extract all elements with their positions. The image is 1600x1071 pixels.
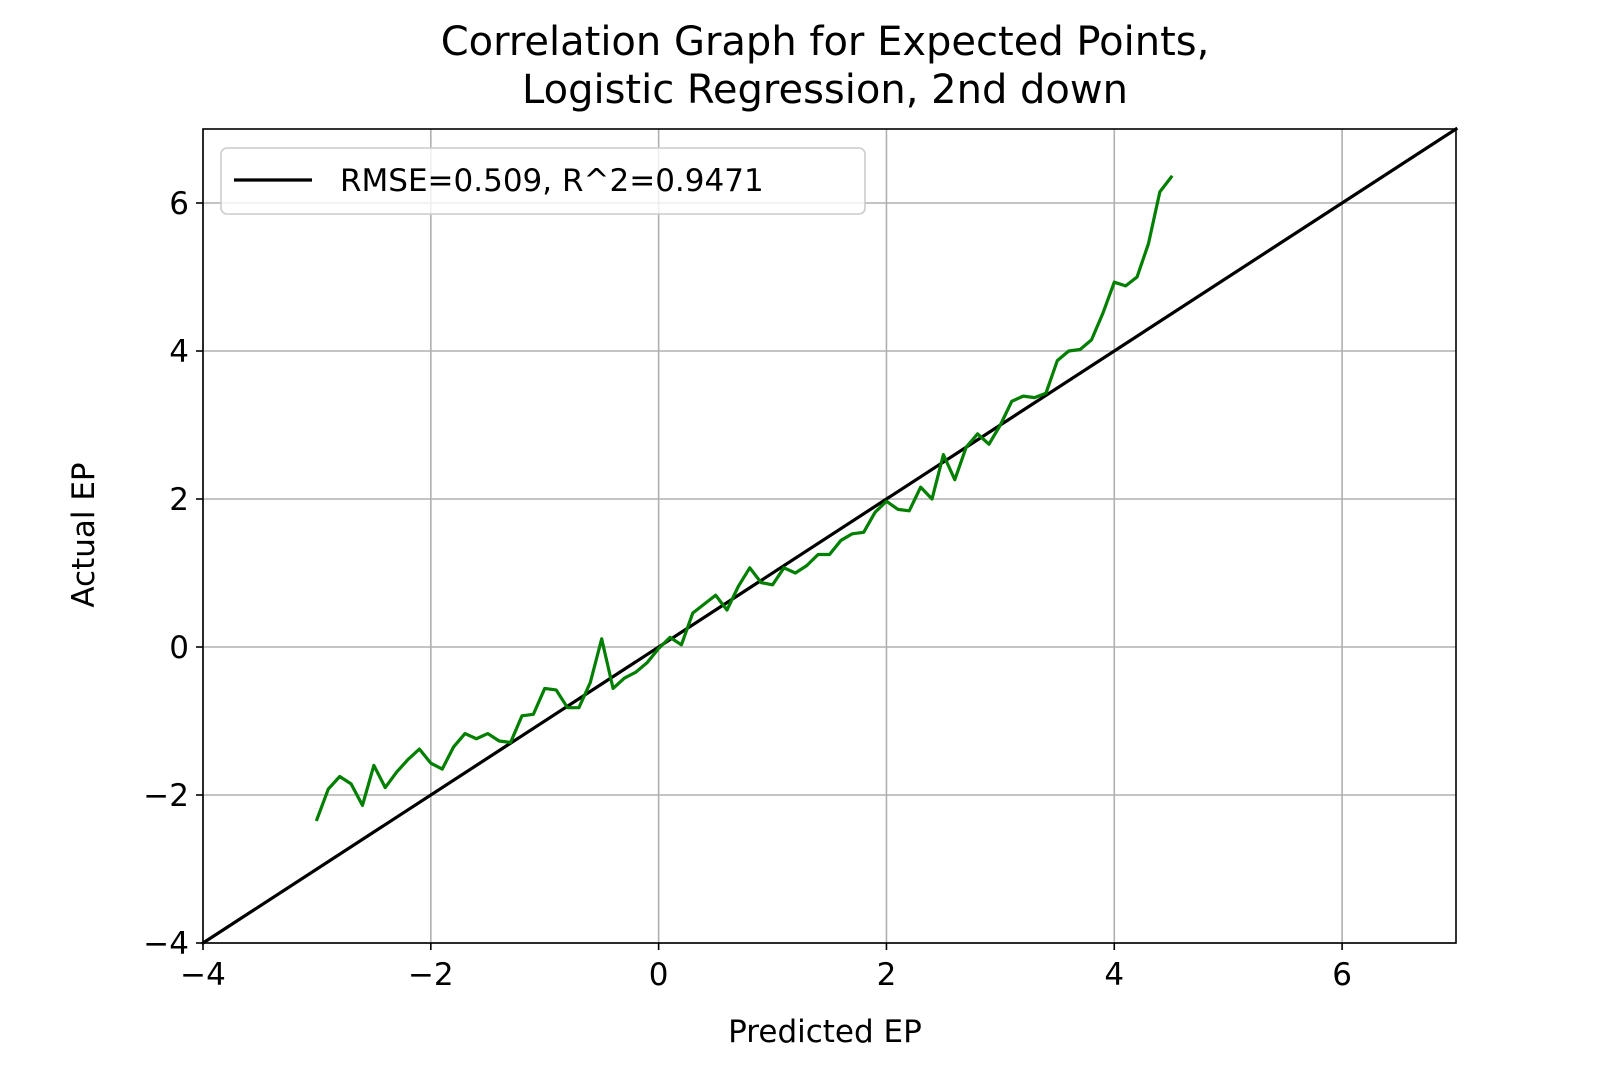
x-tick-label: 0: [649, 957, 669, 993]
y-axis-label: Actual EP: [66, 462, 102, 607]
x-tick-label: −2: [408, 957, 454, 993]
actual-vs-predicted-series: [314, 174, 1174, 822]
y-tick-label: 6: [169, 186, 189, 222]
x-tick-label: 4: [1104, 957, 1124, 993]
legend-box: [220, 147, 866, 215]
x-axis-label: Predicted EP: [728, 1014, 922, 1050]
y-tick-label: −4: [143, 926, 189, 962]
y-tick-label: 2: [169, 482, 189, 518]
axis-ticks: −4 −2 0 2 4 6 −4 −2 0 2 4 6: [143, 186, 1352, 993]
y-tick-label: 0: [169, 630, 189, 666]
chart-title: Correlation Graph for Expected Points,: [441, 19, 1210, 65]
plot-frame: [202, 128, 1457, 944]
legend: RMSE=0.509, R^2=0.9471: [220, 147, 866, 215]
y-tick-label: 4: [169, 334, 189, 370]
x-tick-label: 2: [877, 957, 897, 993]
reference-line-series: [200, 126, 1459, 946]
x-tick-label: −4: [180, 957, 226, 993]
chart-subtitle: Logistic Regression, 2nd down: [522, 67, 1128, 113]
series-lines: [200, 126, 1459, 946]
y-tick-label: −2: [143, 778, 189, 814]
legend-entry: RMSE=0.509, R^2=0.9471: [340, 163, 764, 199]
x-tick-label: 6: [1332, 957, 1352, 993]
